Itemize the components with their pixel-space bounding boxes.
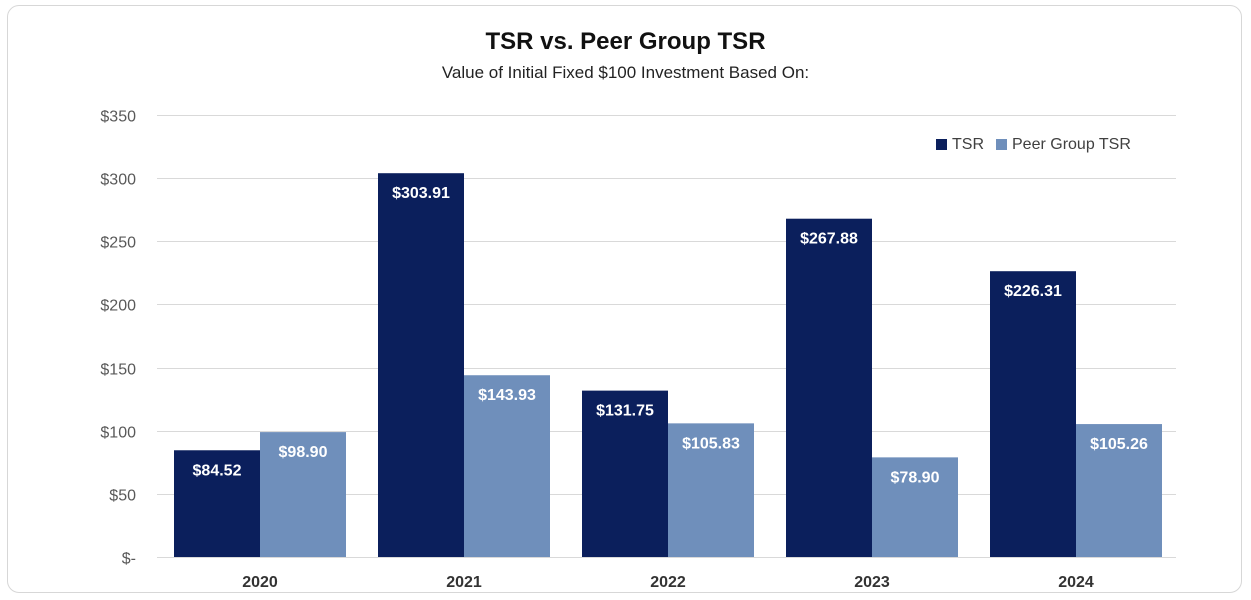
legend: TSR Peer Group TSR	[936, 136, 1131, 153]
y-tick-label: $250	[100, 235, 136, 252]
peer-bar-2020	[260, 432, 346, 557]
chart-title: TSR vs. Peer Group TSR	[485, 28, 766, 55]
legend-label-peer: Peer Group TSR	[1012, 136, 1131, 153]
peer-value-label-2023: $78.90	[891, 469, 940, 486]
y-axis-ticks: $- $50 $100 $150 $200 $250 $300 $350	[100, 109, 136, 568]
x-tick-label-2021: 2021	[446, 574, 482, 591]
y-tick-label: $200	[100, 298, 136, 315]
chart-subtitle: Value of Initial Fixed $100 Investment B…	[441, 63, 810, 82]
y-tick-label: $150	[100, 362, 136, 379]
tsr-bar-2024	[990, 271, 1076, 557]
peer-bar-2022	[668, 423, 754, 557]
y-tick-label: $50	[109, 488, 136, 505]
peer-value-label-2024: $105.26	[1090, 436, 1148, 453]
peer-value-label-2021: $143.93	[478, 387, 536, 404]
peer-bar-2021	[464, 375, 550, 557]
y-tick-label: $-	[122, 551, 136, 568]
peer-value-label-2020: $98.90	[279, 444, 328, 461]
tsr-bar-2023	[786, 218, 872, 558]
legend-swatch-tsr	[936, 139, 947, 150]
data-labels: $84.52 $98.90 $303.91 $143.93 $131.75 $105.83…	[193, 185, 1148, 486]
x-tick-label-2023: 2023	[854, 574, 890, 591]
y-tick-label: $300	[100, 172, 136, 189]
x-tick-label-2024: 2024	[1058, 574, 1094, 591]
x-tick-label-2020: 2020	[242, 574, 278, 591]
tsr-value-label-2024: $226.31	[1004, 283, 1062, 300]
tsr-value-label-2023: $267.88	[800, 231, 858, 248]
y-tick-label: $100	[100, 425, 136, 442]
tsr-value-label-2020: $84.52	[193, 462, 242, 479]
y-tick-label: $350	[100, 109, 136, 126]
tsr-bar-2021	[378, 173, 464, 557]
tsr-value-label-2022: $131.75	[596, 403, 654, 420]
tsr-bar-2022	[582, 390, 668, 557]
peer-bar-2024	[1076, 424, 1162, 557]
x-tick-label-2022: 2022	[650, 574, 686, 591]
bars	[174, 173, 1162, 558]
peer-value-label-2022: $105.83	[682, 435, 740, 452]
tsr-value-label-2021: $303.91	[392, 185, 450, 202]
peer-bar-2023	[872, 457, 958, 557]
legend-label-tsr: TSR	[952, 136, 984, 153]
legend-swatch-peer	[996, 139, 1007, 150]
x-axis-ticks: 2020 2021 2022 2023 2024	[242, 574, 1094, 591]
tsr-bar-2020	[174, 450, 260, 557]
